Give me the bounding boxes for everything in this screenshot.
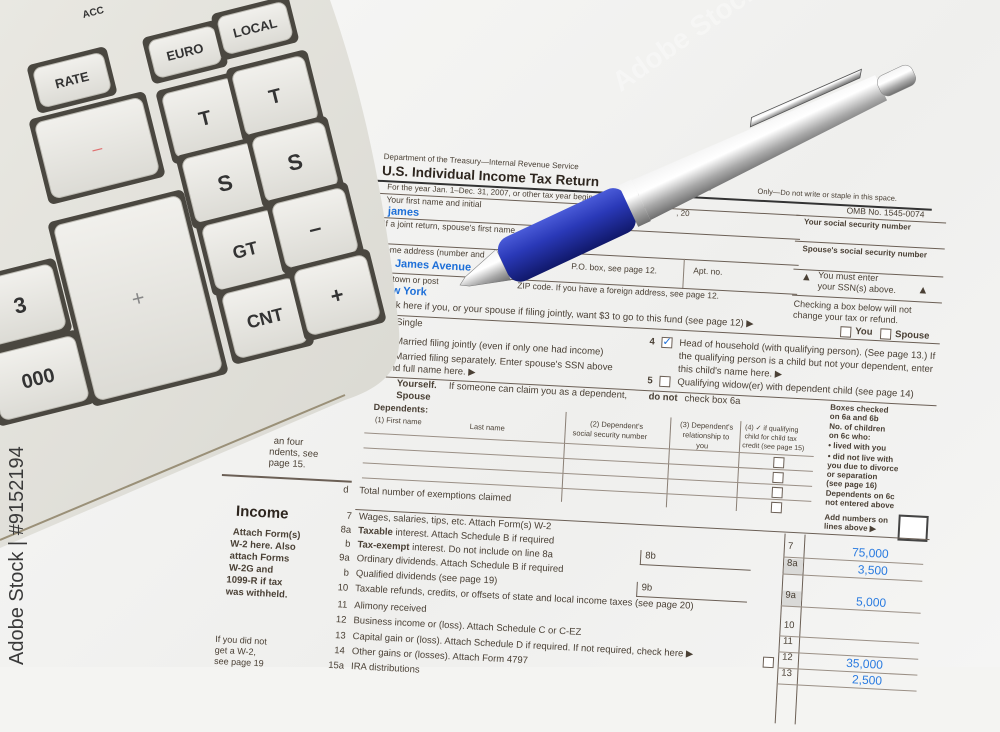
- calculator-key-label: –: [90, 137, 105, 159]
- pen-ring: [618, 179, 651, 227]
- calculator-key-label: S: [215, 169, 235, 197]
- calculator-key-label: T: [267, 85, 284, 109]
- calculator-key[interactable]: –: [28, 91, 166, 205]
- calculator-key[interactable]: 3: [0, 257, 73, 353]
- calculator-key[interactable]: LOCAL: [210, 0, 299, 61]
- calculator-key-label: 3: [11, 292, 29, 319]
- calculator-key[interactable]: +: [47, 189, 229, 407]
- pen-grip: [497, 188, 636, 282]
- calculator-key[interactable]: 000: [0, 329, 96, 427]
- calculator-key[interactable]: GT: [195, 203, 295, 297]
- calculator-key[interactable]: RATE: [26, 46, 118, 114]
- amount-line-number: 13: [781, 667, 793, 680]
- calculator-key-label: –: [306, 215, 324, 242]
- calculator-key-label: +: [129, 285, 148, 312]
- calculator-key-label: T: [197, 107, 214, 131]
- calculator-key-label: +: [328, 282, 347, 309]
- calculator-key[interactable]: –: [265, 181, 365, 275]
- calculator-key-label: ACC: [81, 5, 105, 21]
- pen-end-cap: [877, 64, 916, 97]
- pen-barrel: [631, 75, 888, 221]
- calculator-key[interactable]: S: [245, 115, 345, 209]
- calculator-key[interactable]: +: [287, 248, 387, 342]
- ballpoint-pen: [459, 64, 916, 287]
- calculator-key[interactable]: CNT: [215, 271, 315, 365]
- calculator-key: ACC: [81, 5, 105, 21]
- watermark-side-text: Adobe Stock | #9152194: [6, 446, 28, 665]
- pen-clip: [749, 68, 862, 128]
- calculator-key-label: S: [285, 148, 305, 176]
